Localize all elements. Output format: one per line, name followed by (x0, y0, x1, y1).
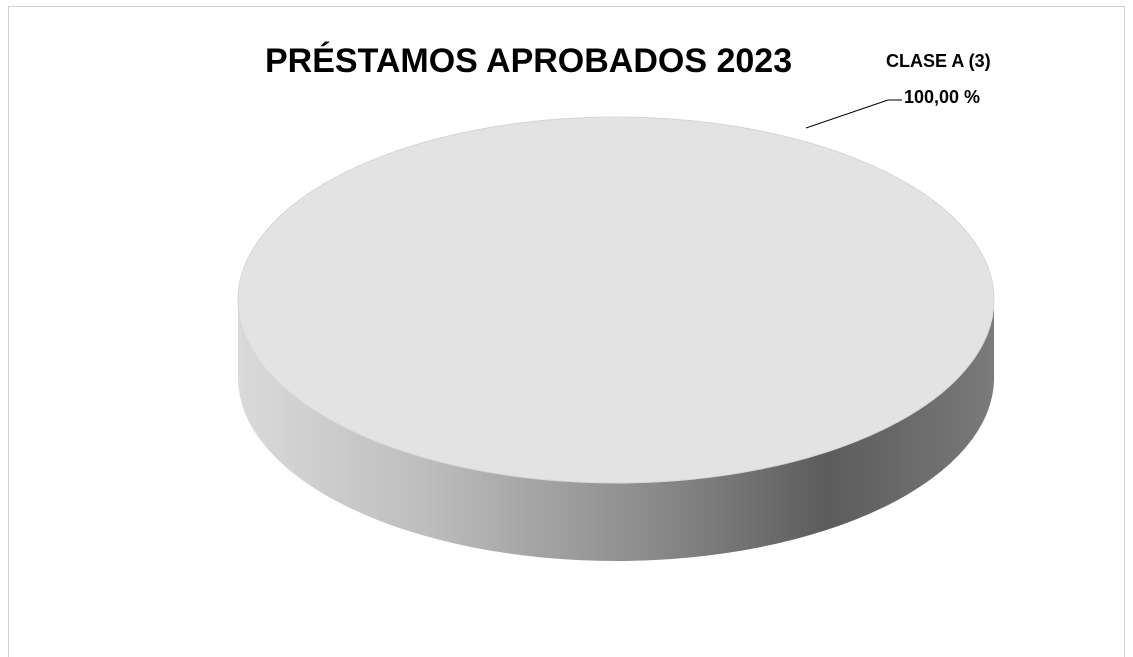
pie-slice-side (238, 300, 994, 561)
chart-title: PRÉSTAMOS APROBADOS 2023 (265, 42, 792, 80)
pie-slice (238, 117, 994, 483)
slice-category-label: CLASE A (3) (886, 51, 991, 71)
slice-value-label: 100,00 % (904, 87, 980, 107)
pie-rim (237, 116, 995, 484)
leader-line (805, 99, 889, 129)
